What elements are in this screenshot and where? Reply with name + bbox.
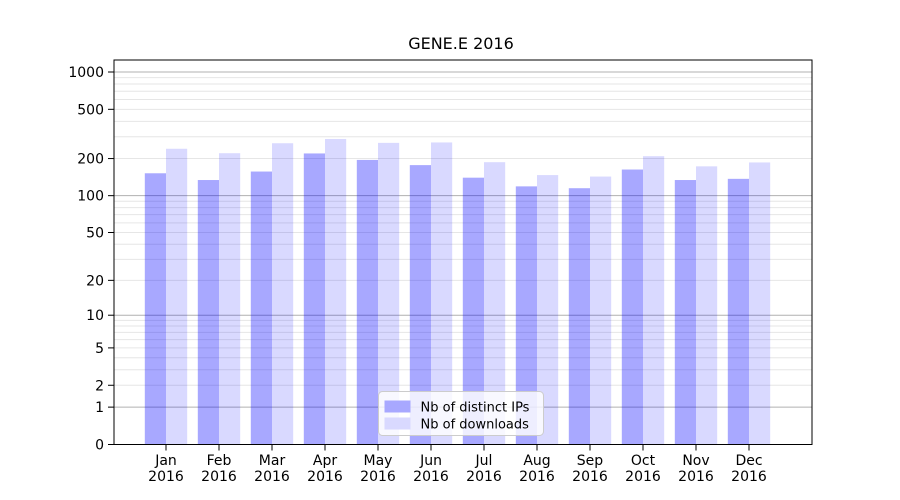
bar-distinct-ips [303,153,325,445]
x-tick-label-year: 2016 [360,469,396,485]
x-tick-label-year: 2016 [572,469,608,485]
x-tick-label-month: Oct [631,453,656,469]
bar-downloads [484,162,506,445]
bar-downloads [590,176,612,445]
x-tick-label-month: Jul [475,453,493,469]
bar-downloads [325,138,347,445]
x-tick-label-year: 2016 [307,469,343,485]
y-tick-label: 50 [86,226,104,242]
bar-distinct-ips [197,180,219,445]
bar-downloads [272,143,294,445]
x-tick-label-month: Feb [207,453,232,469]
y-tick-label: 10 [86,308,104,324]
x-tick-label-year: 2016 [201,469,237,485]
bar-distinct-ips [674,180,696,445]
plot-layer: 01251020501002005001000Jan2016Feb2016Mar… [68,65,812,485]
x-tick-label-year: 2016 [148,469,184,485]
x-tick-label-month: Aug [523,453,550,469]
x-tick-label-year: 2016 [678,469,714,485]
y-tick-label: 20 [86,273,104,289]
y-tick-label: 2 [95,378,104,394]
x-tick-label-year: 2016 [466,469,502,485]
bar-distinct-ips [515,186,537,445]
bar-downloads [166,148,188,445]
plot-border [113,59,813,445]
bar-downloads [643,156,665,445]
bar-distinct-ips [462,177,484,445]
y-tick-label: 0 [95,438,104,454]
legend-box [378,391,544,436]
bar-distinct-ips [144,173,166,445]
x-tick-label-month: Apr [313,453,337,469]
x-tick-label-month: Sep [577,453,604,469]
legend-swatch-distinct-ips [384,400,411,413]
legend-label-distinct-ips: Nb of distinct IPs [421,401,530,416]
bar-downloads [219,153,241,445]
x-tick-label-month: Dec [735,453,762,469]
y-tick-label: 5 [95,341,104,357]
legend-swatch-downloads [384,417,411,430]
legend: Nb of distinct IPs Nb of downloads [378,391,544,436]
legend-label-downloads: Nb of downloads [421,418,530,433]
y-tick-label: 1 [95,400,104,416]
bar-downloads [537,175,559,445]
bar-downloads [378,142,400,445]
bar-distinct-ips [409,165,431,445]
bar-distinct-ips [727,178,749,445]
x-tick-label-year: 2016 [731,469,767,485]
y-tick-label: 200 [77,152,104,168]
bar-distinct-ips [356,159,378,445]
chart-title: GENE.E 2016 [408,34,514,53]
bar-downloads [696,166,718,445]
bar-distinct-ips [250,171,272,445]
y-tick-label: 100 [77,189,104,205]
bar-downloads [749,162,771,445]
x-tick-label-year: 2016 [625,469,661,485]
x-tick-label-month: Nov [682,453,709,469]
x-tick-label-month: Jun [419,453,442,469]
bar-downloads [431,142,453,445]
y-tick-label: 1000 [68,65,104,81]
bar-distinct-ips [568,188,590,445]
x-tick-label-month: May [364,453,393,469]
x-tick-label-month: Jan [154,453,177,469]
x-tick-label-year: 2016 [519,469,555,485]
bar-distinct-ips [621,169,643,445]
y-tick-label: 500 [77,102,104,118]
x-tick-label-year: 2016 [413,469,449,485]
x-tick-label-year: 2016 [254,469,290,485]
x-tick-label-month: Mar [259,453,286,469]
